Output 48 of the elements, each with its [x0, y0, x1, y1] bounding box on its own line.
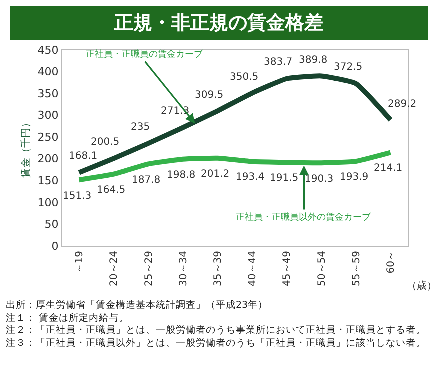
x-tick-label: 45～49: [282, 251, 294, 286]
data-label: 198.8: [167, 170, 196, 181]
y-tick-label: 100: [38, 196, 59, 210]
data-label: 201.2: [201, 169, 230, 180]
y-tick-label: 300: [38, 109, 59, 122]
text: 注２：「正社員・正職員」とは、一般労働者のうち事業所において正社員・正職員とする者。: [6, 325, 427, 338]
text: 正社員・正職員以外の賃金カーブ: [236, 212, 372, 223]
x-tick-label: 25～29: [144, 251, 155, 286]
x-tick-label: ～19: [74, 251, 86, 274]
text: 正社員・正職員の賃金カーブ: [86, 49, 204, 60]
data-label: 190.3: [305, 174, 334, 185]
x-tick-label: 30～34: [178, 251, 190, 286]
data-label: 235: [131, 122, 150, 133]
y-tick-label: 350: [38, 87, 59, 100]
x-tick-label: 35～39: [212, 251, 224, 286]
data-label: 151.3: [63, 191, 92, 202]
data-label: 187.8: [132, 175, 161, 186]
data-label: 289.2: [388, 99, 417, 110]
data-label: 193.4: [236, 172, 265, 183]
y-tick-label: 0: [52, 240, 59, 253]
x-axis-title: （歳）: [407, 280, 437, 292]
chart-title: 正規・非正規の賃金格差: [10, 6, 428, 40]
y-tick-label: 450: [38, 44, 59, 57]
y-tick-label: 250: [38, 130, 59, 144]
text: 注３：「正社員・正職員以外」とは、一般労働者のうち「正社員・正職員」に該当しない者。: [6, 338, 427, 350]
data-label: 191.5: [270, 173, 299, 184]
x-tick-label: 50～54: [316, 251, 328, 286]
data-label: 309.5: [195, 90, 224, 101]
x-tick-label: 55～59: [351, 251, 362, 286]
data-label: 193.9: [340, 172, 369, 183]
x-tick-label: 40～44: [248, 251, 259, 286]
x-tick-label: 60～: [386, 251, 397, 274]
text: 出所：厚生労働省「賃金構造基本統計調査」（平成23年）: [6, 300, 270, 312]
data-label: 200.5: [91, 137, 120, 148]
y-tick-label: 200: [38, 152, 59, 166]
data-label: 164.5: [97, 185, 126, 196]
data-label: 214.1: [374, 163, 403, 174]
y-axis-title: 賃金（千円）: [20, 118, 32, 178]
text: 注１： 賃金は所定内給与。: [6, 312, 130, 325]
data-label: 372.5: [334, 62, 363, 73]
x-tick-label: 20～24: [109, 251, 120, 286]
data-label: 350.5: [230, 72, 259, 83]
y-tick-label: 400: [38, 66, 59, 79]
data-label: 383.7: [264, 57, 293, 68]
y-tick-label: 50: [44, 218, 59, 232]
data-label: 168.1: [69, 151, 98, 162]
data-label: 389.8: [299, 55, 328, 66]
y-tick-label: 150: [38, 174, 59, 188]
